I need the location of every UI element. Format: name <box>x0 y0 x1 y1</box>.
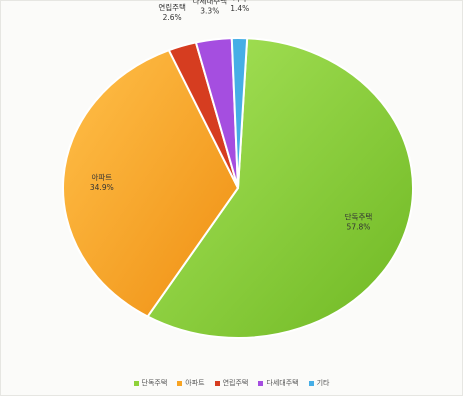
chart-legend: 단독주택 아파트 연립주택 다세대주택 기타 <box>0 378 463 388</box>
slice-value-label: 2.6% <box>163 13 182 22</box>
legend-label: 연립주택 <box>222 379 249 387</box>
slice-value-label: 34.9% <box>90 183 114 192</box>
pie-slice <box>62 48 240 318</box>
legend-label: 단독주택 <box>141 379 168 387</box>
legend-item: 단독주택 <box>133 378 168 388</box>
pie-slice <box>230 37 249 189</box>
legend-item: 다세대주택 <box>258 378 299 388</box>
slice-value-label: 57.8% <box>347 223 371 232</box>
legend-item: 연립주택 <box>214 378 249 388</box>
slice-value-label: 3.3% <box>200 7 219 16</box>
legend-swatch <box>177 380 183 386</box>
legend-swatch <box>308 380 314 386</box>
pie-slice <box>146 37 414 339</box>
slice-label: 연립주택 <box>158 2 186 12</box>
legend-label: 다세대주택 <box>266 379 299 387</box>
slice-label: 다세대주택 <box>193 0 228 6</box>
legend-swatch <box>214 380 220 386</box>
legend-label: 기타 <box>316 379 330 387</box>
legend-swatch <box>133 380 139 386</box>
legend-item: 기타 <box>308 378 330 388</box>
slice-value-label: 1.4% <box>230 4 249 13</box>
slice-label: 아파트 <box>91 172 112 182</box>
slice-label: 단독주택 <box>345 212 373 222</box>
slice-label: 기타 <box>233 0 247 3</box>
legend-label: 아파트 <box>185 379 205 387</box>
legend-item: 아파트 <box>177 378 205 388</box>
legend-swatch <box>258 380 264 386</box>
